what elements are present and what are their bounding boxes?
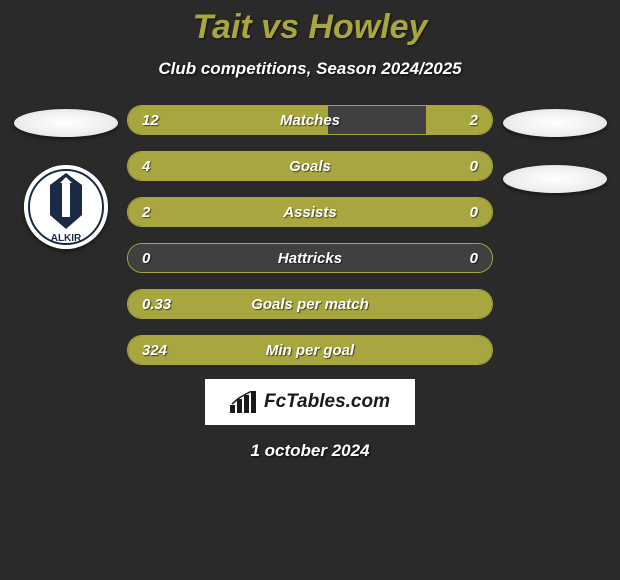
stat-bar: 0.33Goals per match — [127, 289, 493, 319]
stat-label: Goals per match — [182, 296, 438, 313]
stat-bar: 4Goals0 — [127, 151, 493, 181]
page-subtitle: Club competitions, Season 2024/2025 — [0, 59, 620, 79]
stat-right-value: 0 — [438, 204, 478, 221]
falkirk-crest-icon: ALKIR — [24, 165, 108, 249]
main-row: ALKIR 12Matches24Goals02Assists00Hattric… — [0, 105, 620, 365]
bars-icon — [230, 391, 258, 413]
stat-label: Matches — [182, 112, 438, 129]
stat-content: 0.33Goals per match — [128, 290, 492, 318]
stat-bar: 12Matches2 — [127, 105, 493, 135]
stat-bar: 0Hattricks0 — [127, 243, 493, 273]
comparison-widget: Tait vs Howley Club competitions, Season… — [0, 0, 620, 461]
stat-left-value: 0 — [142, 250, 182, 267]
player2-country-badge — [503, 109, 607, 137]
right-player-column — [497, 105, 612, 193]
stat-right-value: 2 — [438, 112, 478, 129]
stat-label: Hattricks — [182, 250, 438, 267]
left-player-column: ALKIR — [8, 105, 123, 249]
stat-left-value: 12 — [142, 112, 182, 129]
stat-right-value: 0 — [438, 158, 478, 175]
stat-content: 324Min per goal — [128, 336, 492, 364]
stat-bar: 2Assists0 — [127, 197, 493, 227]
stat-content: 4Goals0 — [128, 152, 492, 180]
stat-label: Min per goal — [182, 342, 438, 359]
stat-content: 12Matches2 — [128, 106, 492, 134]
stat-label: Assists — [182, 204, 438, 221]
stat-content: 2Assists0 — [128, 198, 492, 226]
player1-country-badge — [14, 109, 118, 137]
stat-left-value: 324 — [142, 342, 182, 359]
stat-label: Goals — [182, 158, 438, 175]
player2-club-badge — [503, 165, 607, 193]
footer-date: 1 october 2024 — [0, 441, 620, 461]
stat-bar: 324Min per goal — [127, 335, 493, 365]
stats-column: 12Matches24Goals02Assists00Hattricks00.3… — [123, 105, 497, 365]
stat-content: 0Hattricks0 — [128, 244, 492, 272]
brand-logo[interactable]: FcTables.com — [205, 379, 415, 425]
player1-club-crest: ALKIR — [24, 165, 108, 249]
brand-text: FcTables.com — [264, 391, 390, 413]
stat-left-value: 4 — [142, 158, 182, 175]
stat-left-value: 0.33 — [142, 296, 182, 313]
page-title: Tait vs Howley — [0, 8, 620, 47]
stat-right-value: 0 — [438, 250, 478, 267]
svg-text:ALKIR: ALKIR — [50, 233, 81, 244]
stat-left-value: 2 — [142, 204, 182, 221]
